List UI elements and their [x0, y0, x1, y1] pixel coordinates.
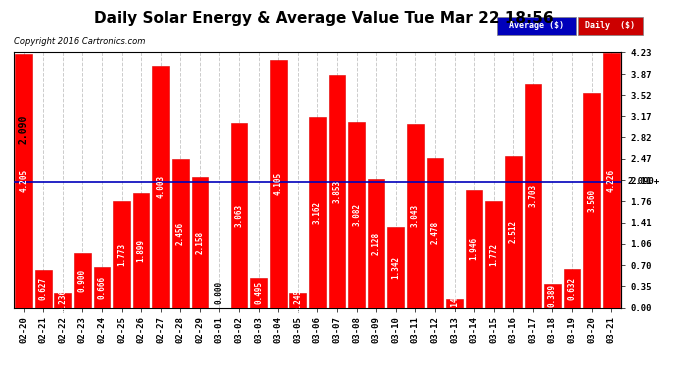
- Bar: [426, 158, 443, 308]
- Text: 0.666: 0.666: [97, 276, 106, 299]
- Bar: [35, 270, 52, 308]
- Text: 3.063: 3.063: [235, 204, 244, 227]
- Text: 2.456: 2.456: [176, 222, 185, 245]
- Text: 1.899: 1.899: [137, 239, 146, 262]
- Text: 0.495: 0.495: [254, 281, 263, 304]
- Bar: [564, 269, 580, 308]
- Text: 0.236: 0.236: [58, 289, 67, 312]
- Text: 0.245: 0.245: [293, 288, 302, 312]
- Text: 2.158: 2.158: [195, 231, 204, 254]
- Text: 3.703: 3.703: [529, 184, 538, 207]
- Bar: [583, 93, 600, 308]
- Bar: [250, 278, 267, 308]
- Bar: [94, 267, 110, 308]
- Text: 2.512: 2.512: [509, 220, 518, 243]
- Bar: [485, 201, 502, 308]
- Bar: [270, 60, 286, 308]
- Text: 3.853: 3.853: [333, 180, 342, 203]
- Bar: [152, 66, 169, 308]
- Text: 4.003: 4.003: [156, 175, 165, 198]
- Text: 4.205: 4.205: [19, 169, 28, 192]
- Bar: [192, 177, 208, 308]
- Text: 0.146: 0.146: [450, 291, 459, 315]
- Text: 3.043: 3.043: [411, 204, 420, 227]
- Text: Daily Solar Energy & Average Value Tue Mar 22 18:56: Daily Solar Energy & Average Value Tue M…: [95, 11, 554, 26]
- Bar: [309, 117, 326, 308]
- Text: 4.105: 4.105: [274, 172, 283, 195]
- Text: 1.342: 1.342: [391, 255, 400, 279]
- Text: 1.946: 1.946: [470, 237, 479, 260]
- Bar: [348, 122, 365, 308]
- Bar: [544, 284, 561, 308]
- Text: 0.000: 0.000: [215, 281, 224, 304]
- Text: 2.128: 2.128: [372, 232, 381, 255]
- Text: 2.090: 2.090: [19, 114, 28, 144]
- Bar: [172, 159, 188, 308]
- Bar: [55, 293, 71, 308]
- Text: 3.560: 3.560: [587, 189, 596, 212]
- Text: 0.627: 0.627: [39, 277, 48, 300]
- Bar: [290, 293, 306, 308]
- Bar: [132, 193, 150, 308]
- Text: 0.900: 0.900: [78, 269, 87, 292]
- Text: 1.773: 1.773: [117, 243, 126, 266]
- Text: Copyright 2016 Cartronics.com: Copyright 2016 Cartronics.com: [14, 38, 145, 46]
- Text: 1.772: 1.772: [489, 243, 498, 266]
- Text: 3.162: 3.162: [313, 201, 322, 224]
- Bar: [524, 84, 541, 308]
- Bar: [466, 190, 482, 308]
- Bar: [113, 201, 130, 308]
- Bar: [368, 179, 384, 308]
- Text: 4.226: 4.226: [607, 168, 615, 192]
- Text: 2.090+: 2.090+: [628, 177, 660, 186]
- Text: 3.082: 3.082: [352, 203, 361, 226]
- Bar: [328, 75, 345, 308]
- Bar: [74, 253, 90, 308]
- Bar: [387, 226, 404, 308]
- Text: 2.478: 2.478: [431, 221, 440, 245]
- Bar: [505, 156, 522, 308]
- Bar: [15, 54, 32, 307]
- Bar: [446, 299, 463, 307]
- Bar: [603, 53, 620, 307]
- Bar: [407, 124, 424, 308]
- Text: 0.389: 0.389: [548, 284, 557, 308]
- Text: 0.632: 0.632: [568, 277, 577, 300]
- Text: Average ($): Average ($): [509, 21, 564, 30]
- Bar: [230, 123, 248, 308]
- Text: Daily  ($): Daily ($): [585, 21, 635, 30]
